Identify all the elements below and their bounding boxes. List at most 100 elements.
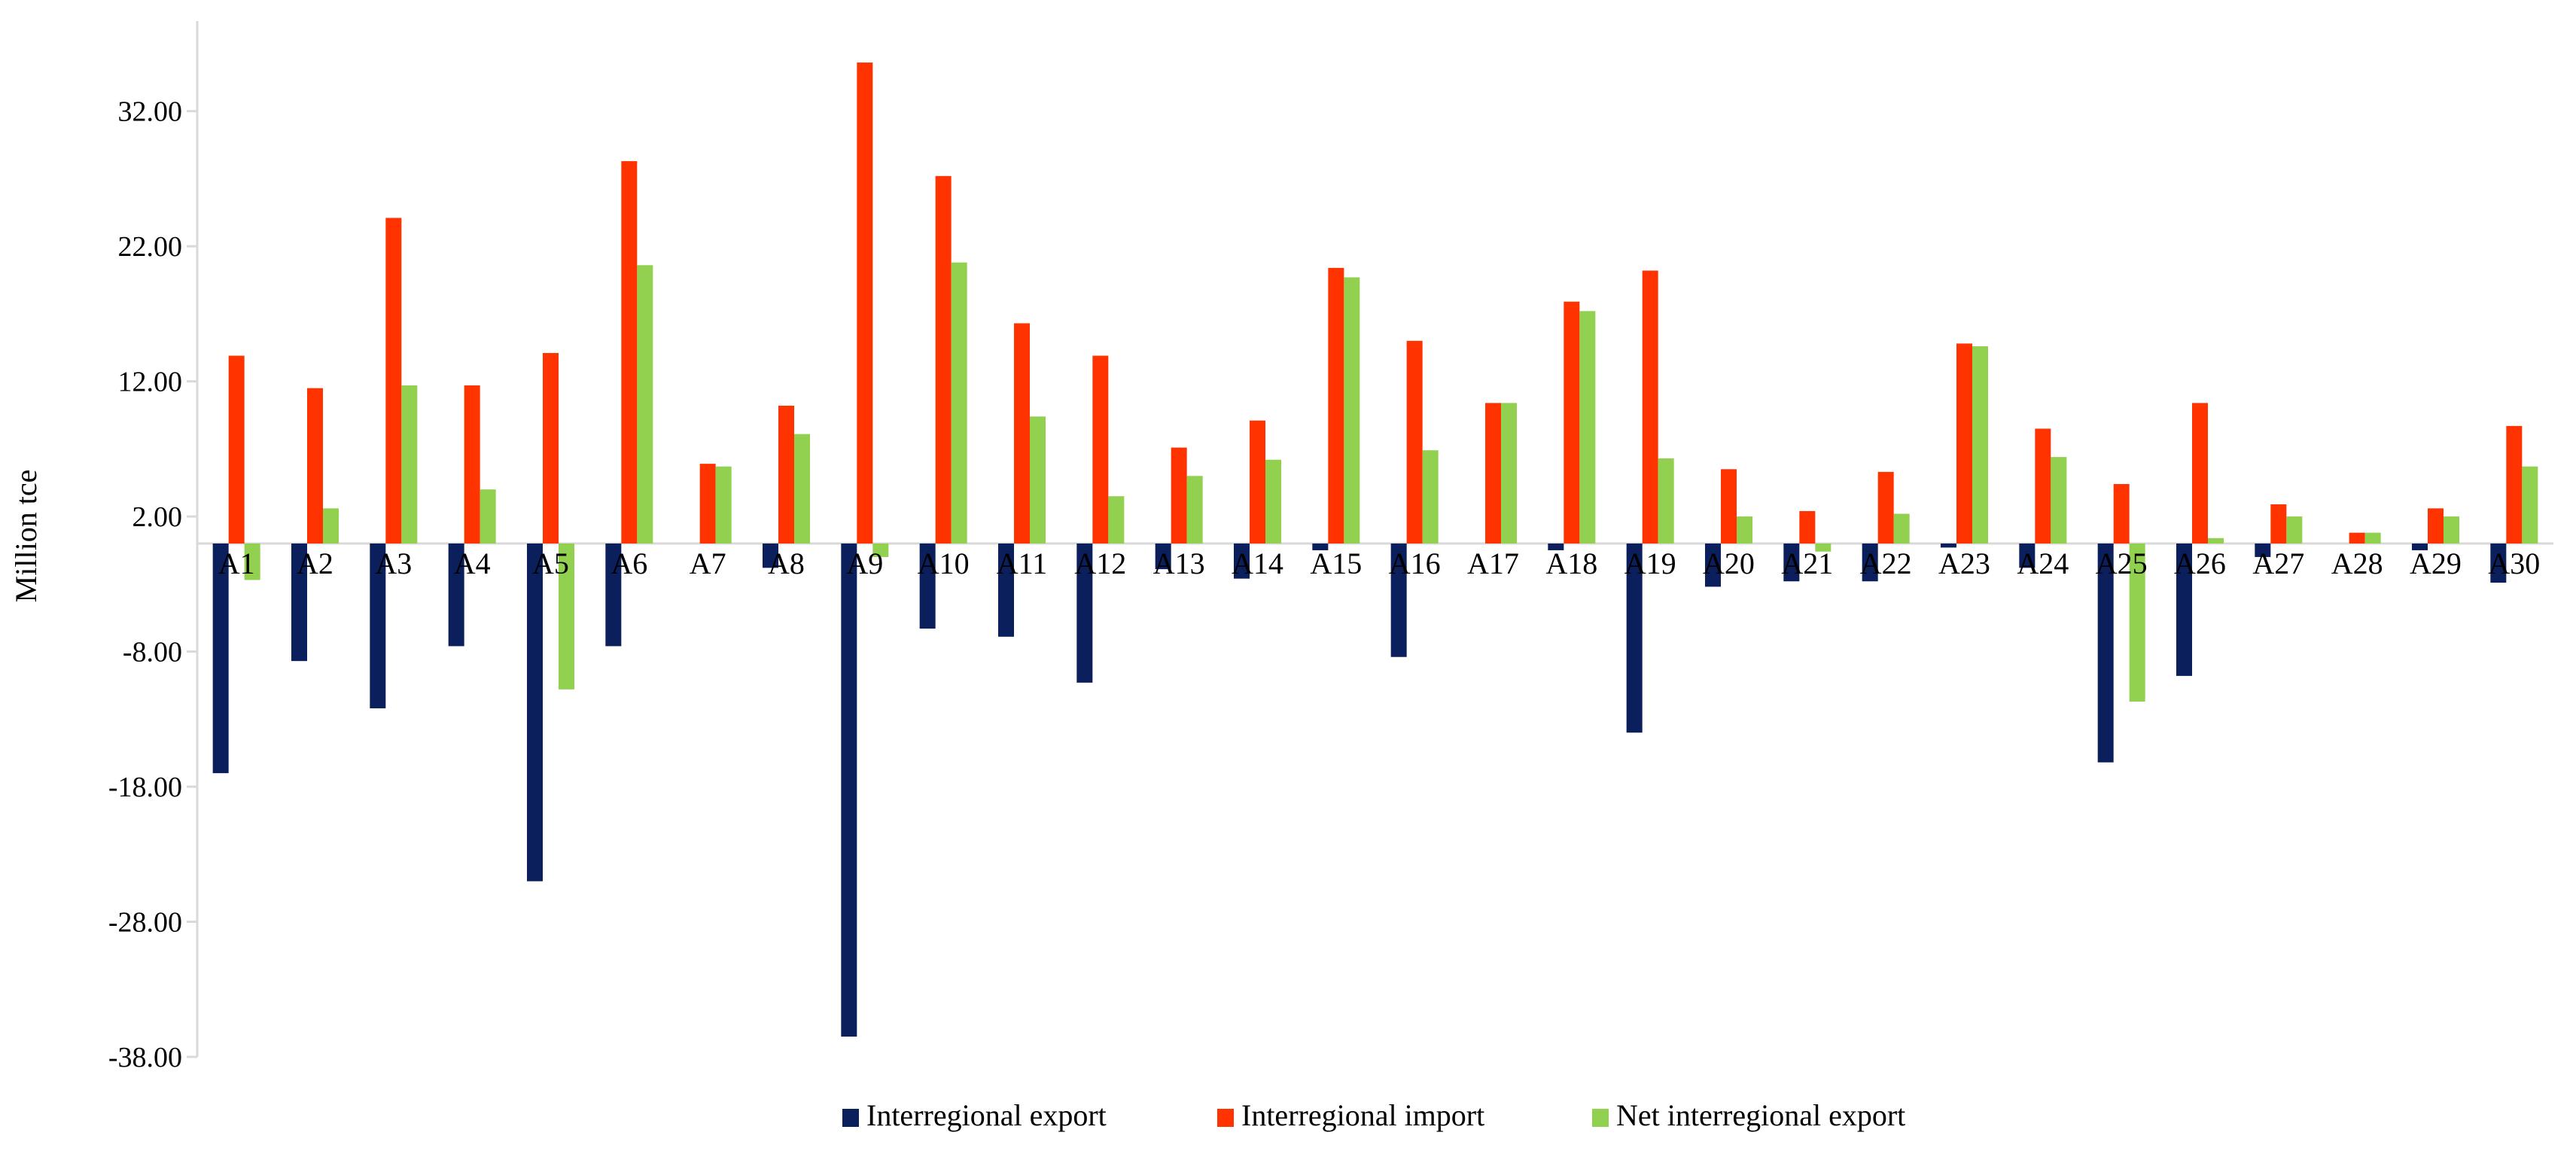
bar: [1956, 343, 1972, 543]
bar: [2035, 428, 2051, 543]
bar: [2113, 484, 2130, 543]
bar: [2522, 466, 2538, 543]
legend-swatch: [842, 1109, 859, 1127]
bar: [763, 543, 778, 568]
legend-label: Interregional export: [866, 1098, 1107, 1132]
bar: [1642, 270, 1658, 543]
x-tick-label: A17: [1467, 547, 1519, 580]
bar: [951, 262, 967, 543]
bar: [778, 405, 794, 543]
bar: [998, 543, 1014, 637]
bar: [1783, 543, 1800, 582]
bar: [2428, 508, 2444, 543]
bar: [2051, 457, 2067, 543]
bar: [527, 543, 543, 881]
bar: [1344, 277, 1360, 543]
bar: [1862, 543, 1878, 582]
bar: [872, 543, 889, 557]
x-tick-label: A14: [1232, 547, 1283, 580]
y-tick-label: 32.00: [118, 96, 183, 128]
bar: [2255, 543, 2271, 557]
bar: [841, 543, 857, 1037]
bar: [1815, 543, 1832, 552]
x-tick-label: A20: [1703, 547, 1755, 580]
bar: [2270, 504, 2287, 543]
x-tick-label: A19: [1624, 547, 1676, 580]
legend-label: Net interregional export: [1616, 1098, 1905, 1132]
legend-label: Interregional import: [1241, 1098, 1484, 1132]
bar: [1972, 346, 1988, 543]
x-tick-label: A11: [997, 547, 1047, 580]
bar: [1030, 416, 1046, 543]
x-tick-label: A30: [2488, 547, 2540, 580]
bar: [1579, 311, 1596, 543]
legend: Interregional export Interregional import…: [842, 1098, 1905, 1132]
bar: [1265, 459, 1281, 543]
bar: [1877, 471, 1894, 543]
y-tick-label: -28.00: [108, 907, 182, 939]
x-tick-label: A1: [218, 547, 255, 580]
bar: [1108, 496, 1125, 543]
bar: [1092, 355, 1109, 543]
x-tick-label: A15: [1310, 547, 1362, 580]
bar: [637, 265, 653, 543]
bar: [1501, 403, 1517, 543]
bar: [385, 218, 402, 543]
bar: [2176, 543, 2192, 676]
axes: [187, 21, 2553, 1058]
bar: [699, 464, 716, 543]
bar: [1799, 510, 1816, 543]
bar: [1941, 543, 1956, 548]
bar: [1626, 543, 1643, 733]
bar: [1485, 403, 1501, 543]
bar: [1893, 513, 1910, 543]
x-tick-label: A5: [532, 547, 569, 580]
bar: [1564, 301, 1580, 543]
x-tick-label: A26: [2174, 547, 2226, 580]
bar: [1234, 543, 1250, 579]
bar: [307, 388, 323, 543]
bar: [1171, 447, 1187, 543]
y-axis-label: Million tce: [9, 470, 43, 603]
x-tick-label: A13: [1153, 547, 1205, 580]
bar: [1548, 543, 1564, 550]
x-tick-label: A18: [1545, 547, 1597, 580]
tick-labels: 32.00 22.00 12.00 2.00 -8.00 -18.00 -28.00 -38.…: [108, 96, 2540, 1073]
x-tick-label: A24: [2017, 547, 2069, 580]
legend-swatch: [1217, 1109, 1234, 1127]
bar: [2097, 543, 2114, 763]
x-tick-label: A23: [1938, 547, 1990, 580]
bar: [2444, 516, 2459, 543]
bar: [1076, 543, 1093, 683]
bars: [212, 62, 2538, 1037]
bar: [1155, 543, 1171, 570]
bar: [715, 466, 732, 543]
bar: [1390, 543, 1407, 657]
x-tick-label: A21: [1781, 547, 1833, 580]
bar: [2364, 532, 2381, 543]
x-tick-label: A4: [454, 547, 491, 580]
y-tick-label: 12.00: [118, 367, 183, 398]
bar: [2490, 543, 2507, 583]
bar: [323, 508, 339, 543]
bar: [857, 62, 873, 544]
bar: [2506, 425, 2523, 543]
bar: [2208, 537, 2224, 543]
bar: [2192, 403, 2208, 543]
bar: [621, 161, 638, 543]
bar: [244, 543, 260, 580]
x-tick-label: A22: [1860, 547, 1912, 580]
bar: [919, 543, 936, 629]
x-tick-label: A25: [2096, 547, 2148, 580]
x-tick-label: A6: [611, 547, 647, 580]
x-tick-label: A8: [768, 547, 805, 580]
bar: [2349, 532, 2365, 543]
x-tick-label: A16: [1389, 547, 1441, 580]
bar: [464, 385, 480, 543]
bar: [1312, 543, 1329, 550]
bar: [1406, 340, 1423, 543]
bar: [2286, 516, 2303, 543]
x-tick-label: A9: [846, 547, 883, 580]
y-tick-label: -38.00: [108, 1042, 182, 1073]
bar: [1328, 267, 1344, 543]
